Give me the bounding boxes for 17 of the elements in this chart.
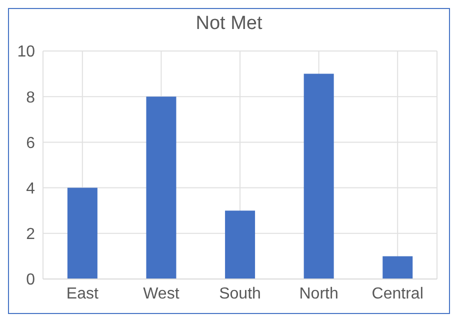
x-tick-label: South: [219, 285, 261, 302]
bar: [67, 188, 98, 279]
bar: [146, 96, 176, 279]
y-tick-label: 8: [26, 89, 36, 106]
x-tick-label: North: [299, 285, 338, 302]
bar: [225, 210, 256, 279]
chart-title: Not Met: [194, 12, 264, 36]
y-tick-label: 2: [26, 226, 36, 244]
bar: [304, 74, 334, 279]
y-tick-label: 0: [26, 272, 36, 289]
y-tick-label: 6: [26, 134, 36, 152]
x-tick-label: Central: [372, 285, 424, 302]
x-tick-label: East: [66, 285, 99, 302]
y-tick-label: 4: [26, 180, 36, 198]
bar: [382, 256, 413, 279]
x-tick-label: West: [143, 285, 180, 302]
y-tick-label: 10: [17, 44, 36, 61]
